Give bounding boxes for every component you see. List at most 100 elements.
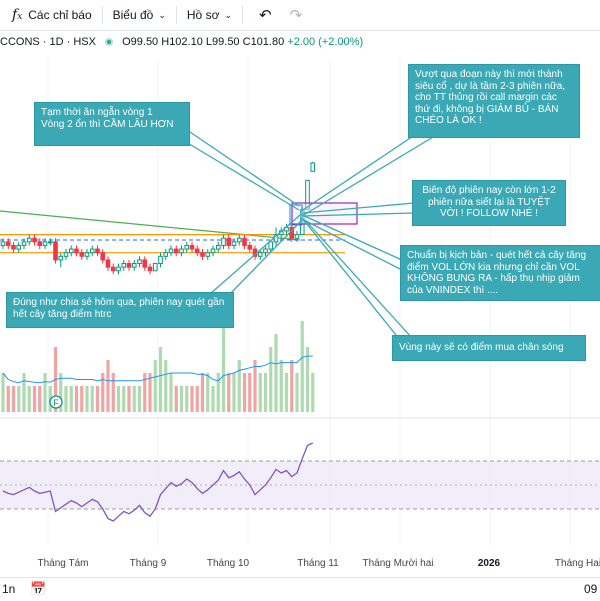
- callout-pointer: [299, 213, 403, 261]
- candle: [168, 245, 174, 257]
- candle: [215, 241, 221, 253]
- candle-body: [147, 266, 153, 272]
- candle-body: [263, 248, 268, 254]
- candle: [173, 245, 179, 257]
- candle: [247, 241, 253, 253]
- candle-body: [131, 263, 137, 268]
- candle: [226, 234, 232, 250]
- candle: [210, 245, 216, 257]
- bottom-right-label: 09: [584, 582, 598, 596]
- candle: [63, 249, 69, 260]
- candle-body: [158, 255, 163, 265]
- volume-bar: [169, 373, 173, 412]
- candle-body: [21, 241, 27, 246]
- ohlc-high: H102.10: [161, 36, 203, 48]
- callout-hold-longer: Tạm thời ăn ngẵn vòng 1 Vòng 2 ổn thì CẦ…: [34, 102, 190, 146]
- candle: [121, 259, 127, 271]
- candle-body: [110, 266, 116, 272]
- undo-button[interactable]: ↶: [253, 0, 278, 30]
- volume-bar: [38, 386, 42, 412]
- candle-body: [168, 248, 174, 254]
- volume-bar: [221, 321, 226, 412]
- volume-bar: [111, 373, 115, 412]
- interval-button[interactable]: 1n: [2, 582, 16, 596]
- annotation-overlays: [185, 117, 449, 341]
- toolbar-divider: [101, 6, 103, 24]
- candle-body: [68, 248, 74, 254]
- volume-bar: [64, 386, 68, 412]
- volume-bar: [32, 386, 37, 412]
- candle-body: [215, 244, 221, 250]
- volume-bar: [185, 386, 189, 412]
- candle-body: [268, 241, 274, 250]
- candle: [200, 249, 205, 260]
- volume-bar: [80, 386, 84, 412]
- chart-menu-button[interactable]: Biểu đồ ⌄: [107, 0, 172, 30]
- volume-bar: [190, 386, 194, 412]
- volume-bar: [206, 373, 210, 412]
- volume-bar: [258, 373, 262, 412]
- candle: [89, 245, 95, 257]
- callout-pointer: [209, 214, 301, 295]
- callout-pointer: [301, 212, 415, 217]
- candle: [116, 263, 121, 275]
- volume-bar: [253, 360, 257, 412]
- callout-pointer: [227, 218, 304, 297]
- candle: [16, 241, 22, 253]
- volume-bar: [122, 386, 126, 412]
- candle: [126, 259, 132, 271]
- profile-menu-button[interactable]: Hồ sơ ⌄: [181, 0, 238, 30]
- candle-body: [221, 237, 226, 246]
- undo-icon: ↶: [258, 7, 272, 24]
- redo-button[interactable]: ↷: [284, 0, 309, 30]
- volume-bar: [179, 386, 184, 412]
- candle-body: [210, 248, 216, 254]
- x-tick-label: Tháng 11: [297, 558, 339, 569]
- candle: [0, 238, 6, 250]
- candle-body: [121, 263, 127, 268]
- rsi-line: [2, 442, 314, 522]
- candle-body: [194, 248, 200, 254]
- ohlc-low: L99.50: [205, 36, 240, 48]
- volume-bar: [237, 360, 241, 412]
- candle-body: [189, 244, 195, 250]
- volume-bar: [232, 373, 236, 412]
- candle: [21, 238, 27, 250]
- candle: [58, 252, 64, 268]
- symbol-label[interactable]: CCONS · 1D · HSX: [0, 36, 96, 48]
- volume-bar: [263, 373, 268, 412]
- candle-body: [0, 241, 6, 246]
- volume-bar: [274, 334, 278, 412]
- volume-bar: [284, 373, 289, 412]
- candle-body: [74, 248, 79, 254]
- volume-bar: [227, 373, 231, 412]
- callout-pointer: [185, 141, 300, 211]
- function-icon: fx: [12, 7, 23, 23]
- candle: [268, 241, 274, 253]
- volume-bar: [290, 360, 294, 412]
- x-tick-label: Tháng Mười hai: [362, 558, 433, 569]
- volume-bars: F: [1, 321, 315, 412]
- callout-pointer: [301, 217, 401, 341]
- candle: [294, 230, 300, 242]
- candle-body: [163, 252, 169, 257]
- candle-body: [200, 252, 205, 257]
- volume-bar: [127, 386, 131, 412]
- volume-bar: [216, 373, 220, 412]
- x-tick-label: Tháng Tám: [38, 558, 89, 569]
- candle: [137, 256, 142, 268]
- volume-bar: [106, 360, 110, 412]
- profile-menu-label: Hồ sơ: [186, 8, 220, 22]
- volume-bar: [211, 386, 215, 412]
- candle-body: [236, 237, 242, 243]
- candle: [257, 249, 263, 260]
- candle: [110, 263, 116, 275]
- candle-body: [152, 263, 158, 272]
- calendar-icon[interactable]: 📅: [30, 581, 47, 596]
- volume-bar: [269, 347, 273, 412]
- bottom-bar: 1n 📅 09: [0, 577, 600, 601]
- chevron-down-icon: ⌄: [224, 9, 232, 20]
- toolbar-divider: [241, 6, 243, 24]
- candle-body: [58, 255, 64, 261]
- indicators-button[interactable]: fx Các chỉ báo: [0, 0, 98, 30]
